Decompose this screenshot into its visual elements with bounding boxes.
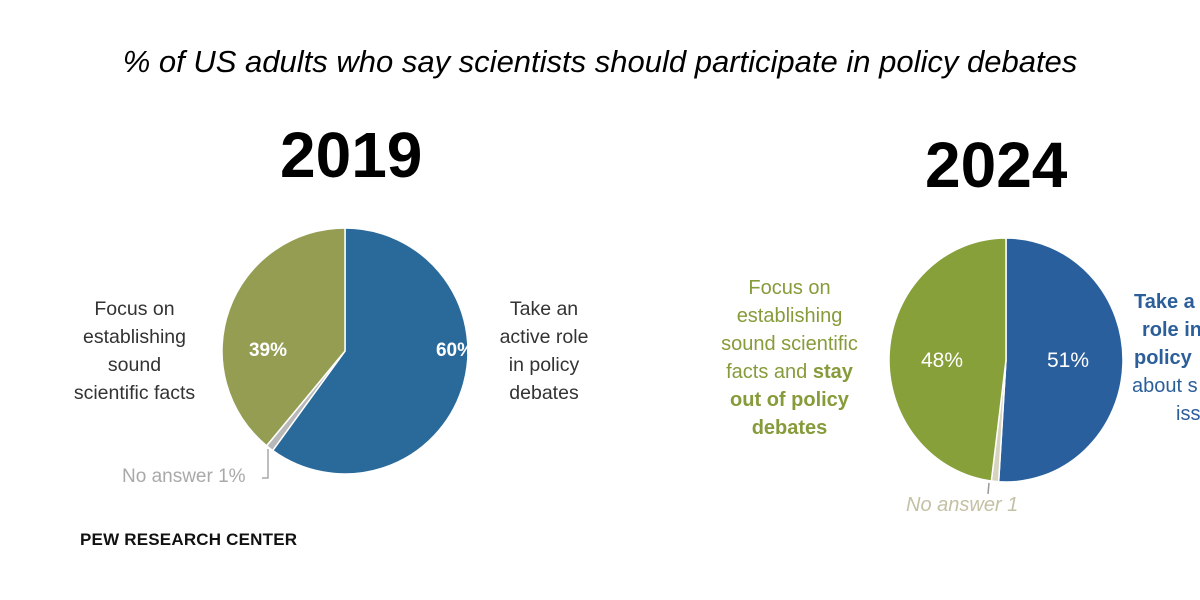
pie-slice-2024-0 [997,237,1124,483]
label-2024-focus-facts: Focus on establishing sound scientific f… [702,274,877,442]
label-line: establishing [83,326,186,348]
label-line: facts and stay [702,358,877,386]
leader-line-2019-no-answer [262,449,269,479]
label-bold-text: out of policy [730,389,849,411]
label-bold-text: stay [812,361,853,383]
label-line: about s [1132,375,1198,397]
year-2024-heading: 2024 [925,129,1068,201]
label-2019-active-role: Take an active role in policy debates [484,295,604,407]
label-bold-text: policy [1134,347,1192,369]
label-line: establishing [736,305,843,327]
label-bold-text: Take a [1134,291,1195,313]
source-credit: PEW RESEARCH CENTER [80,530,298,549]
label-text: facts and [726,361,813,383]
data-label-2019-2: 39% [249,340,287,361]
label-2019-no-answer: No answer 1% [122,466,246,487]
data-label-2019-0: 60% [436,340,474,361]
chart-title: % of US adults who say scientists should… [122,44,1078,79]
label-line: Focus on [94,298,175,320]
label-line: in policy [508,354,580,376]
label-bold-text: debates [751,417,828,439]
label-2019-focus-facts: Focus on establishing sound scientific f… [52,295,217,407]
label-line: active role [499,326,589,348]
pie-slice-2019-0 [271,227,469,475]
pie-slice-2019-2 [221,227,346,447]
label-bold-text: role in [1142,319,1200,341]
data-label-2024-2: 48% [921,349,963,372]
year-2019-heading: 2019 [280,119,423,191]
label-line: scientific facts [73,382,196,404]
pie-slice-2024-2 [888,237,1007,482]
leader-line-2024-no-answer [987,482,990,495]
label-line: Take an [509,298,579,320]
label-2024-no-answer: No answer 1 [906,494,1019,516]
label-2024-active-role: Take a role in policy about s iss [1128,288,1200,428]
data-label-2024-0: 51% [1047,349,1089,372]
label-line: Focus on [748,277,831,299]
label-line: sound scientific [721,333,858,355]
label-line: debates [509,382,579,404]
label-line: iss [1176,403,1200,425]
label-line: sound [107,354,162,376]
